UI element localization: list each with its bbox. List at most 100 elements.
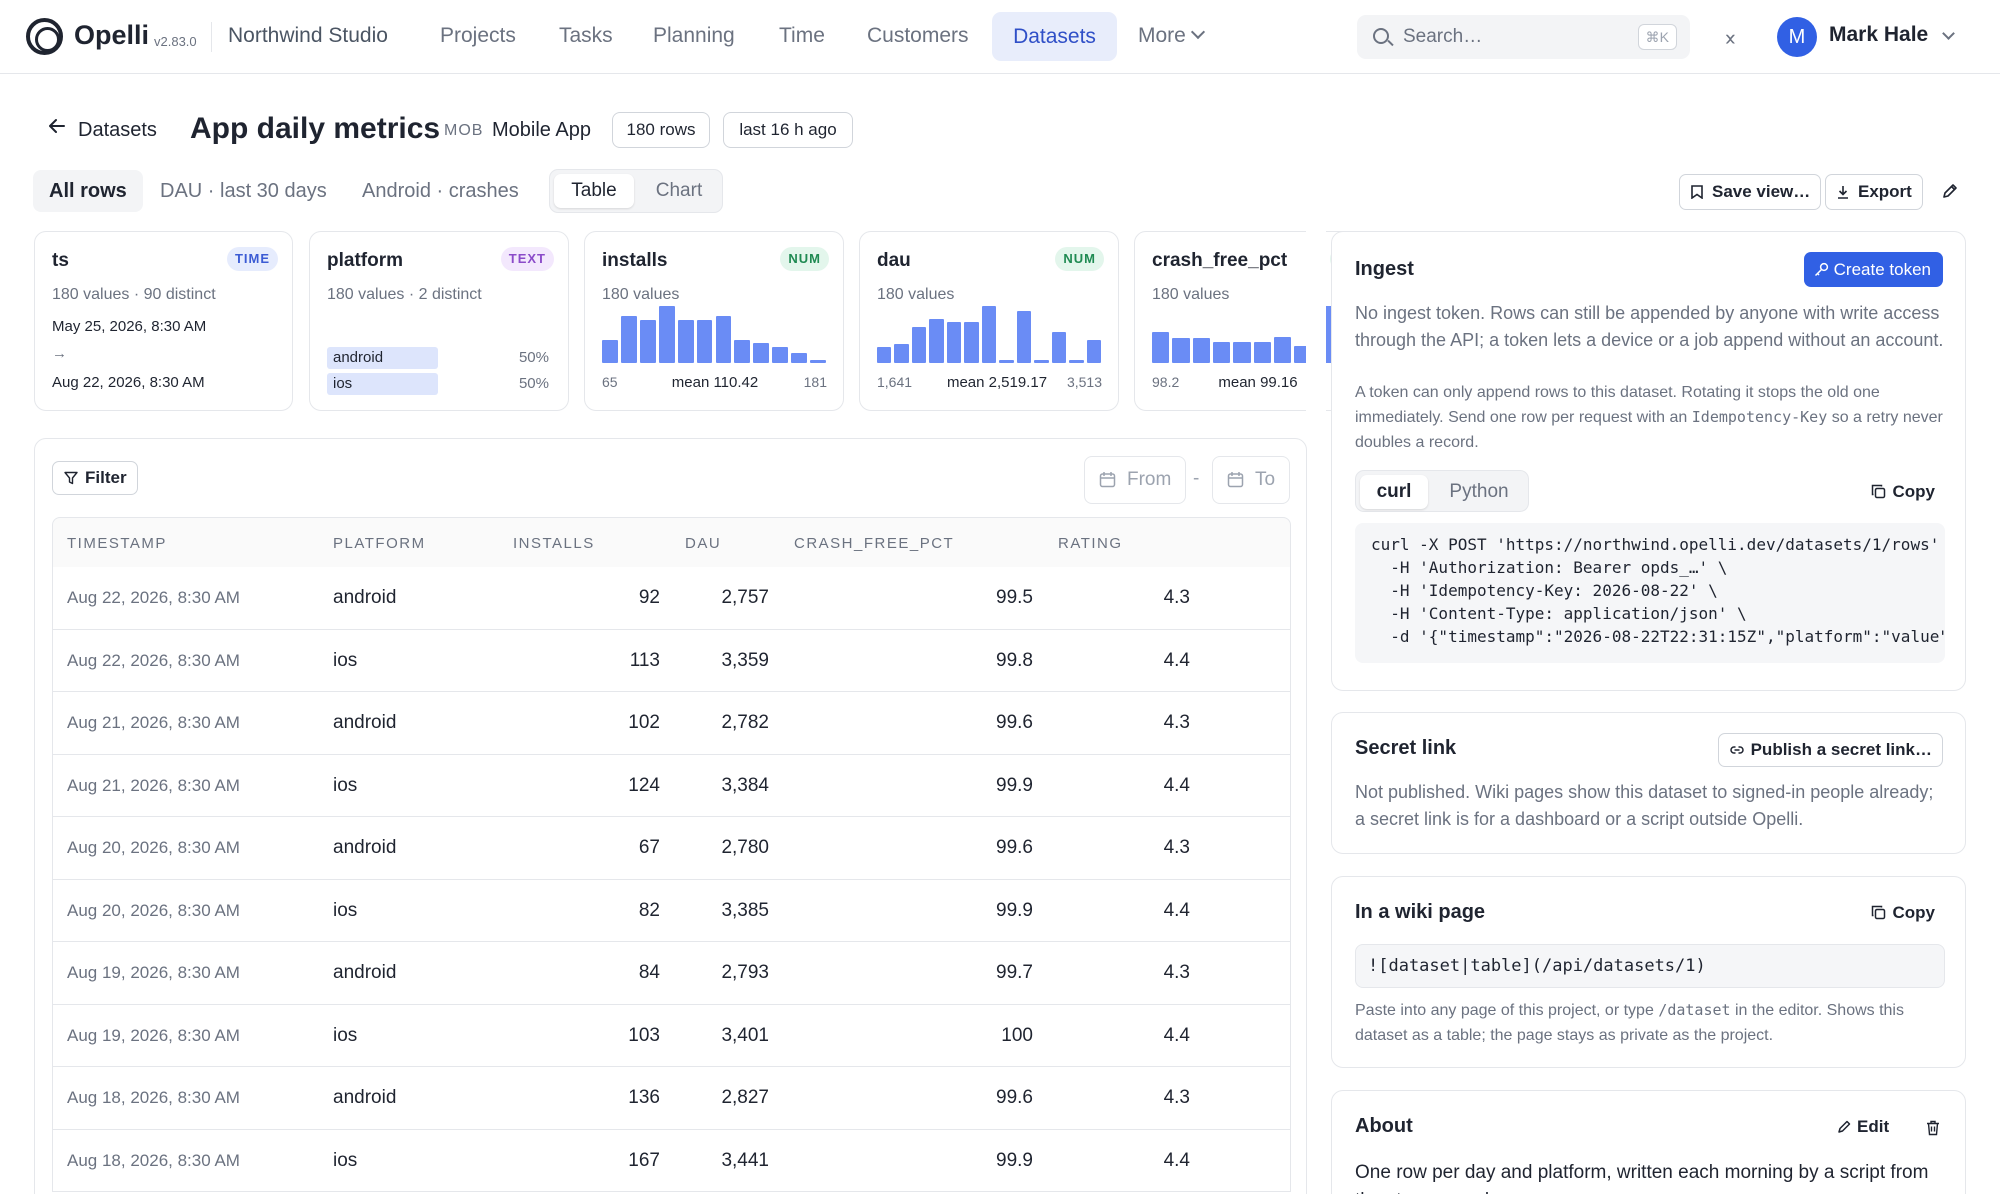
- nav-projects[interactable]: Projects: [440, 24, 516, 47]
- table-row[interactable]: Aug 22, 2026, 8:30 AM ios 113 3,359 99.8 4.4: [52, 629, 1291, 692]
- table-row[interactable]: Aug 22, 2026, 8:30 AM android 92 2,757 99.5 4…: [52, 567, 1291, 630]
- cell-crash-free-pct: 99.8: [996, 649, 1033, 671]
- view-tab-android-crashes[interactable]: Android · crashes: [362, 180, 519, 202]
- column-header-dau[interactable]: DAU: [685, 535, 722, 552]
- histogram-bar: [791, 353, 808, 363]
- nav-planning[interactable]: Planning: [653, 24, 735, 47]
- create-token-button[interactable]: Create token: [1803, 252, 1943, 287]
- nav-tasks[interactable]: Tasks: [559, 24, 613, 47]
- chevron-down-icon[interactable]: [1190, 24, 1206, 40]
- column-header-crash-free-pct[interactable]: CRASH_FREE_PCT: [794, 535, 955, 552]
- table-row[interactable]: Aug 20, 2026, 8:30 AM ios 82 3,385 99.9 4.4: [52, 879, 1291, 942]
- search-box[interactable]: Search… ⌘K: [1357, 15, 1690, 59]
- copy-snippet-button[interactable]: Copy: [1871, 903, 1936, 923]
- histogram-bar: [1069, 359, 1084, 363]
- table-row[interactable]: Aug 18, 2026, 8:30 AM ios 167 3,441 99.9 4.4: [52, 1129, 1291, 1192]
- table-row[interactable]: Aug 21, 2026, 8:30 AM android 102 2,782 99.6…: [52, 692, 1291, 755]
- collapse-icon[interactable]: ›‹: [1725, 25, 1735, 50]
- search-placeholder[interactable]: Search…: [1403, 26, 1483, 47]
- column-header-installs[interactable]: INSTALLS: [513, 535, 595, 552]
- publish-secret-link-button[interactable]: Publish a secret link…: [1717, 733, 1943, 767]
- view-tab-all-rows[interactable]: All rows: [33, 170, 143, 212]
- curl-tab[interactable]: curl: [1360, 475, 1428, 509]
- column-header-rating[interactable]: RATING: [1058, 535, 1123, 552]
- to-date-button[interactable]: To: [1212, 456, 1291, 504]
- column-summary: 180 values: [877, 286, 955, 303]
- view-mode-toggle: Table Chart: [549, 169, 723, 213]
- nav-customers[interactable]: Customers: [867, 24, 969, 47]
- user-name[interactable]: Mark Hale: [1829, 23, 1929, 46]
- search-icon: [1373, 28, 1389, 44]
- wiki-hint-end: in the editor. Shows this dataset as a t…: [1355, 1002, 1904, 1044]
- cell-timestamp: Aug 21, 2026, 8:30 AM: [67, 775, 240, 795]
- avatar[interactable]: M: [1777, 17, 1817, 57]
- histogram-min: 98.2: [1152, 374, 1180, 390]
- table-row[interactable]: Aug 19, 2026, 8:30 AM android 84 2,793 99.7 4…: [52, 942, 1291, 1005]
- copy-label: Copy: [1892, 482, 1936, 501]
- chart-mode-button[interactable]: Chart: [655, 180, 703, 201]
- cell-timestamp: Aug 18, 2026, 8:30 AM: [67, 1088, 240, 1107]
- nav-more[interactable]: More: [1138, 24, 1186, 47]
- nav-time[interactable]: Time: [779, 24, 825, 47]
- column-card-dau[interactable]: dau NUM 180 values 1,641 mean 2,519.17 3…: [859, 231, 1119, 411]
- cell-rating: 4.4: [1163, 649, 1190, 671]
- table-row[interactable]: Aug 21, 2026, 8:30 AM ios 124 3,384 99.9 4.4: [52, 754, 1291, 817]
- arrow-left-icon[interactable]: [49, 118, 65, 134]
- code-line: -H 'Authorization: Bearer opds_…' \: [1371, 558, 1728, 577]
- table-mode-button[interactable]: Table: [554, 174, 634, 208]
- app-name[interactable]: Opelli: [74, 20, 150, 50]
- column-header-timestamp[interactable]: TIMESTAMP: [67, 535, 167, 552]
- table-row[interactable]: Aug 20, 2026, 8:30 AM android 67 2,780 99.6 4…: [52, 817, 1291, 880]
- column-type-badge: NUM: [1055, 247, 1104, 271]
- wiki-title: In a wiki page: [1355, 901, 1486, 923]
- user-menu-chevron-icon[interactable]: [1942, 27, 1955, 40]
- filter-button[interactable]: Filter: [52, 461, 138, 495]
- secret-link-card: Secret link Publish a secret link… Not p…: [1331, 712, 1966, 854]
- rows-table-panel: Filter From - To TIMESTAMP PLATFORM INST…: [34, 438, 1307, 1194]
- copy-label: Copy: [1892, 903, 1936, 922]
- column-card-ts[interactable]: ts TIME 180 values · 90 distinct May 25,…: [34, 231, 293, 411]
- from-date-button[interactable]: From: [1084, 456, 1187, 504]
- create-token-label: Create token: [1833, 260, 1931, 279]
- export-button[interactable]: Export: [1825, 174, 1923, 210]
- back-to-datasets-link[interactable]: Datasets: [78, 119, 157, 141]
- export-label: Export: [1858, 182, 1912, 201]
- histogram-bar: [620, 316, 637, 363]
- pencil-icon[interactable]: [1941, 182, 1959, 200]
- cell-crash-free-pct: 99.9: [996, 899, 1033, 921]
- cell-timestamp: Aug 20, 2026, 8:30 AM: [67, 838, 240, 857]
- view-tab-dau-30-days[interactable]: DAU · last 30 days: [160, 180, 327, 202]
- histogram-bar: [946, 321, 962, 363]
- nav-datasets[interactable]: Datasets: [992, 12, 1117, 61]
- secret-link-title: Secret link: [1355, 737, 1457, 759]
- cell-platform: android: [333, 1087, 397, 1108]
- column-header-platform[interactable]: PLATFORM: [333, 535, 426, 552]
- copy-code-button[interactable]: Copy: [1871, 482, 1936, 502]
- cell-platform: ios: [333, 1024, 358, 1046]
- table-row[interactable]: Aug 19, 2026, 8:30 AM ios 103 3,401 100 4.4: [52, 1004, 1291, 1067]
- opelli-logo-icon[interactable]: [26, 18, 63, 55]
- cell-timestamp: Aug 19, 2026, 8:30 AM: [67, 1025, 240, 1045]
- cell-platform: android: [333, 962, 397, 983]
- histogram-bar: [677, 319, 694, 363]
- curl-code-block[interactable]: curl -X POST 'https://northwind.opelli.d…: [1355, 523, 1945, 663]
- table-row[interactable]: Aug 18, 2026, 8:30 AM android 136 2,827 99.6…: [52, 1067, 1291, 1130]
- save-view-button[interactable]: Save view…: [1679, 174, 1822, 210]
- wiki-snippet[interactable]: ![dataset|table](/api/datasets/1): [1355, 944, 1945, 988]
- project-name[interactable]: Mobile App: [492, 119, 591, 141]
- cell-installs: 124: [628, 774, 660, 796]
- column-card-platform[interactable]: platform TEXT 180 values · 2 distinct an…: [309, 231, 569, 411]
- category-percent: 50%: [518, 375, 549, 392]
- trash-icon[interactable]: [1926, 1120, 1940, 1136]
- about-card: About Edit One row per day and platform,…: [1331, 1090, 1966, 1194]
- ingest-note-text: A token can only append rows to this dat…: [1355, 384, 1880, 426]
- category-share-bar: [327, 347, 438, 369]
- cell-installs: 82: [638, 899, 660, 921]
- histogram-bar: [715, 316, 732, 363]
- python-tab[interactable]: Python: [1449, 481, 1509, 502]
- cell-timestamp: Aug 19, 2026, 8:30 AM: [67, 963, 240, 982]
- column-card-installs[interactable]: installs NUM 180 values 65 mean 110.42 1…: [584, 231, 844, 411]
- workspace-name[interactable]: Northwind Studio: [228, 24, 388, 47]
- edit-about-button[interactable]: Edit: [1837, 1117, 1889, 1137]
- histogram-bar: [696, 319, 713, 363]
